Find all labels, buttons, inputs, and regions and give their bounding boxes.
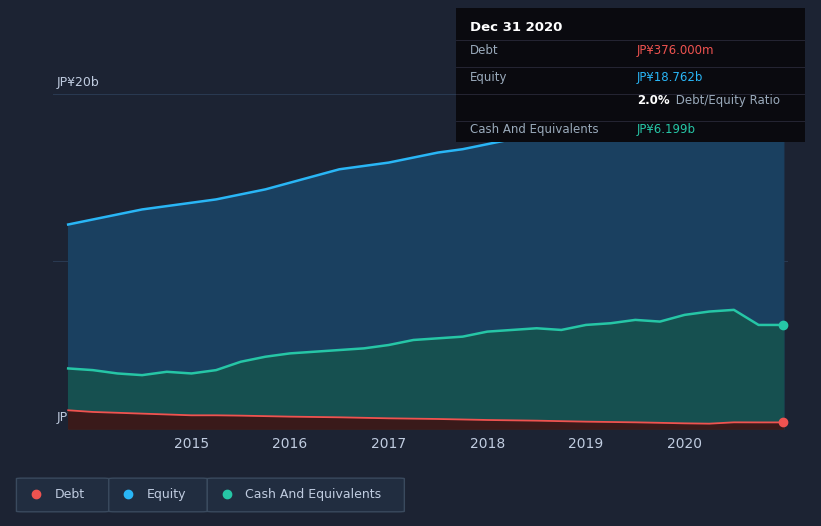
Text: Equity: Equity — [470, 71, 507, 84]
Text: JP¥18.762b: JP¥18.762b — [637, 71, 704, 84]
Text: Dec 31 2020: Dec 31 2020 — [470, 21, 562, 34]
Text: Equity: Equity — [147, 488, 186, 501]
Text: Cash And Equivalents: Cash And Equivalents — [245, 488, 382, 501]
Text: Debt/Equity Ratio: Debt/Equity Ratio — [672, 94, 780, 107]
Text: 2.0%: 2.0% — [637, 94, 670, 107]
FancyBboxPatch shape — [16, 478, 108, 512]
Text: JP¥376.000m: JP¥376.000m — [637, 44, 714, 57]
Text: Debt: Debt — [470, 44, 498, 57]
Text: JP¥20b: JP¥20b — [57, 76, 99, 89]
Text: Debt: Debt — [54, 488, 85, 501]
FancyBboxPatch shape — [108, 478, 207, 512]
Text: JP¥0: JP¥0 — [57, 411, 83, 423]
Text: Cash And Equivalents: Cash And Equivalents — [470, 123, 599, 136]
FancyBboxPatch shape — [207, 478, 405, 512]
Text: JP¥6.199b: JP¥6.199b — [637, 123, 696, 136]
